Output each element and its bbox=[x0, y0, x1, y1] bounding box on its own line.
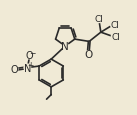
Circle shape bbox=[85, 51, 92, 57]
Text: +: + bbox=[27, 60, 34, 69]
Circle shape bbox=[62, 44, 68, 50]
Text: O: O bbox=[84, 50, 93, 60]
Circle shape bbox=[11, 66, 18, 73]
Circle shape bbox=[26, 52, 33, 59]
Circle shape bbox=[94, 15, 103, 23]
Text: O: O bbox=[11, 65, 18, 75]
Circle shape bbox=[24, 65, 31, 71]
Circle shape bbox=[111, 21, 119, 29]
Text: −: − bbox=[29, 48, 35, 57]
Text: Cl: Cl bbox=[110, 21, 119, 30]
Text: O: O bbox=[25, 51, 33, 61]
Text: Cl: Cl bbox=[94, 15, 103, 24]
Text: Cl: Cl bbox=[111, 33, 120, 42]
Text: N: N bbox=[61, 42, 69, 52]
Circle shape bbox=[111, 33, 120, 42]
Text: N: N bbox=[24, 63, 31, 73]
